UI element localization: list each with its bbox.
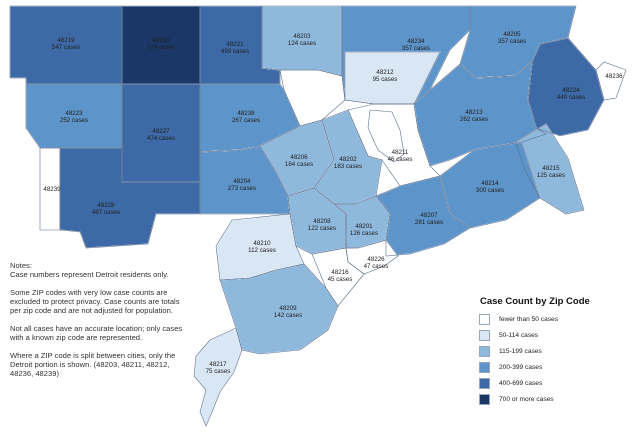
zip-case-count: 126 cases [350, 230, 378, 237]
zip-case-count: 252 cases [60, 117, 88, 124]
zip-code-label: 48207 [420, 212, 438, 219]
zip-border-48228 [59, 147, 201, 249]
notes-split-zips: Where a ZIP code is split between cities… [10, 351, 176, 378]
map-notes: Notes: Case numbers represent Detroit re… [10, 261, 185, 387]
zip-case-count: 474 cases [147, 135, 175, 142]
zip-code-label: 48208 [313, 218, 331, 225]
zip-code-label: 48210 [253, 240, 271, 247]
zip-code-label: 48217 [209, 361, 227, 368]
zip-case-count: 262 cases [460, 116, 488, 123]
zip-border-48211 [347, 103, 441, 187]
zip-code-label: 48219 [57, 37, 75, 44]
zip-case-count: 124 cases [288, 40, 316, 47]
zip-code-label: 48213 [465, 109, 483, 116]
legend-label: 50-114 cases [499, 331, 539, 339]
zip-case-count: 487 cases [92, 209, 120, 216]
non-detroit-enclave [367, 109, 405, 163]
zip-code-label: 48214 [481, 180, 499, 187]
legend-item: 50-114 cases [474, 327, 616, 343]
legend-swatch [479, 361, 490, 373]
zip-case-count: 357 cases [498, 38, 526, 45]
zip-border-48217 [193, 327, 243, 427]
notes-intro: Notes: Case numbers represent Detroit re… [10, 261, 185, 279]
zip-code-label: 48234 [407, 38, 425, 45]
zip-code-label: 48209 [279, 305, 297, 312]
zip-code-label: 48224 [562, 87, 580, 94]
zip-code-label: 48203 [293, 33, 311, 40]
legend-label: 700 or more cases [499, 395, 554, 403]
zip-case-count: 95 cases [373, 76, 398, 83]
legend-item: 400-699 cases [474, 375, 616, 391]
zip-code-label: 48226 [367, 256, 385, 263]
zip-case-count: 122 cases [308, 225, 336, 232]
zip-case-count: 112 cases [248, 247, 276, 254]
zip-code-label: 48215 [542, 165, 560, 172]
legend-swatch [479, 393, 490, 405]
zip-code-label: 48239 [43, 186, 61, 193]
zip-case-count: 300 cases [476, 187, 504, 194]
zip-code-label: 48227 [152, 128, 170, 135]
zip-case-count: 75 cases [206, 368, 231, 375]
legend-label: 115-199 cases [499, 347, 542, 355]
legend-label: 400-699 cases [499, 379, 543, 387]
zip-border-48213 [413, 61, 547, 167]
zip-code-label: 48202 [339, 156, 357, 163]
zip-code-label: 48206 [290, 154, 308, 161]
legend-item: 700 or more cases [474, 391, 616, 407]
zip-code-label: 48238 [237, 110, 255, 117]
zip-code-label: 48235 [152, 37, 170, 44]
zip-code-label: 48221 [226, 41, 244, 48]
zip-case-count: 724 cases [147, 44, 175, 51]
zip-code-label: 48204 [233, 178, 251, 185]
zip-case-count: 281 cases [415, 219, 443, 226]
zip-code-label: 48228 [97, 202, 115, 209]
legend-title: Case Count by Zip Code [480, 296, 590, 307]
zip-case-count: 273 cases [228, 185, 256, 192]
zip-code-label: 48205 [503, 31, 521, 38]
zip-case-count: 499 cases [221, 48, 249, 55]
legend-swatch [479, 377, 490, 389]
zip-code-label: 48223 [65, 110, 83, 117]
legend-swatch [479, 313, 490, 325]
zip-case-count: 125 cases [537, 172, 565, 179]
zip-code-label: 48236 [605, 73, 623, 80]
notes-heading: Notes: [10, 261, 32, 270]
zip-border-48215 [515, 123, 585, 215]
legend-swatch [479, 345, 490, 357]
legend-item: 200-399 cases [474, 359, 616, 375]
zip-code-label: 48212 [376, 69, 394, 76]
legend-label: 200-399 cases [499, 363, 543, 371]
map-legend: Case Count by Zip Code fewer than 50 cas… [474, 296, 616, 407]
legend-label: fewer than 50 cases [499, 315, 559, 323]
notes-location: Not all cases have an accurate location;… [10, 324, 183, 342]
zip-case-count: 46 cases [388, 156, 413, 163]
legend-item: fewer than 50 cases [474, 311, 616, 327]
zip-case-count: 267 cases [232, 117, 260, 124]
zip-border-48207 [375, 175, 471, 257]
notes-detroit-only: Case numbers represent Detroit residents… [10, 270, 169, 279]
zip-case-count: 45 cases [328, 276, 353, 283]
zip-code-label: 48201 [355, 223, 373, 230]
zip-case-count: 357 cases [402, 45, 430, 52]
legend-swatch [479, 329, 490, 341]
zip-border-48204 [199, 145, 291, 215]
zip-case-count: 184 cases [285, 161, 313, 168]
notes-privacy: Some ZIP codes with very low case counts… [10, 288, 180, 315]
legend-item: 115-199 cases [474, 343, 616, 359]
zip-border-48236 [595, 61, 627, 101]
zip-region-48217 [193, 327, 243, 428]
zip-case-count: 47 cases [364, 263, 389, 270]
zip-code-label: 48216 [331, 269, 349, 276]
zip-case-count: 440 cases [557, 94, 585, 101]
zip-case-count: 547 cases [52, 44, 80, 51]
zip-code-label: 48211 [392, 149, 409, 156]
zip-case-count: 142 cases [274, 312, 302, 319]
zip-case-count: 183 cases [334, 163, 362, 170]
